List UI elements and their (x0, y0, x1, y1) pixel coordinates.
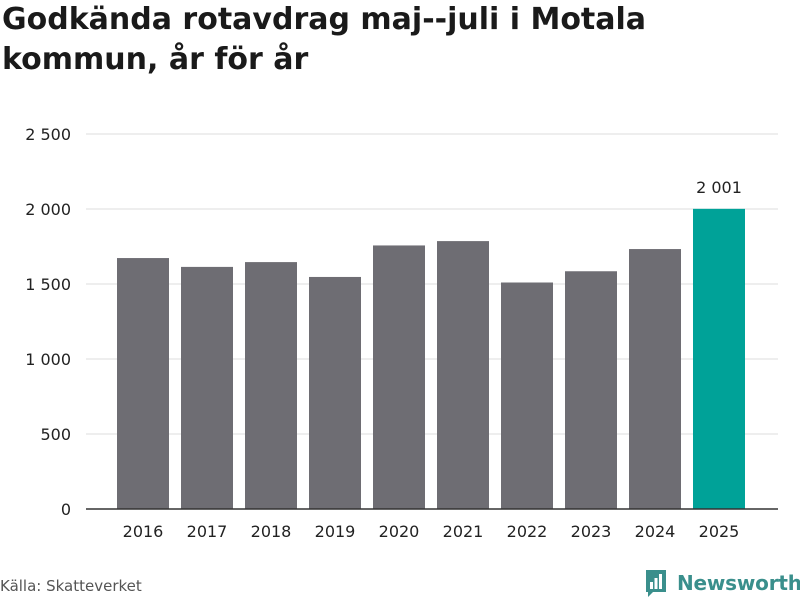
chart-title: Godkända rotavdrag maj--juli i Motala ko… (2, 2, 647, 77)
x-tick-label: 2016 (123, 522, 164, 541)
y-axis-tick-labels: 0 500 1 000 1 500 2 000 2 500 (25, 125, 71, 519)
x-tick-label: 2021 (443, 522, 484, 541)
x-tick-label: 2024 (635, 522, 676, 541)
x-tick-label: 2018 (251, 522, 292, 541)
x-tick-label: 2017 (187, 522, 228, 541)
data-label-2025: 2 001 (696, 178, 742, 197)
x-tick-label: 2019 (315, 522, 356, 541)
y-tick-label: 500 (40, 425, 71, 444)
newsworthy-logo-icon (646, 570, 666, 597)
x-tick-label: 2025 (699, 522, 740, 541)
bar-2018 (245, 262, 297, 509)
bar-2017 (181, 266, 233, 509)
bar-2021 (437, 241, 489, 509)
data-labels: 2 001 (696, 178, 742, 197)
y-tick-label: 1 000 (25, 350, 71, 369)
y-tick-label: 2 000 (25, 200, 71, 219)
bar-2016 (117, 258, 169, 509)
x-tick-label: 2023 (571, 522, 612, 541)
x-axis-tick-labels: 2016 2017 2018 2019 2020 2021 2022 2023 2024 2025 (123, 522, 740, 541)
y-tick-label: 1 500 (25, 275, 71, 294)
bar-2023 (565, 271, 617, 509)
bar-2019 (309, 276, 361, 509)
bar-2024 (629, 249, 681, 510)
bar-2025 (693, 208, 745, 509)
bars (117, 208, 745, 510)
bar-2022 (501, 282, 553, 509)
x-tick-label: 2022 (507, 522, 548, 541)
y-tick-label: 2 500 (25, 125, 71, 144)
x-tick-label: 2020 (379, 522, 420, 541)
newsworthy-logo[interactable]: Newsworthy (644, 568, 800, 598)
brand-name: Newsworthy (677, 571, 800, 595)
y-tick-label: 0 (61, 500, 71, 519)
bar-2020 (373, 245, 425, 509)
source-note: Källa: Skatteverket (0, 577, 142, 595)
